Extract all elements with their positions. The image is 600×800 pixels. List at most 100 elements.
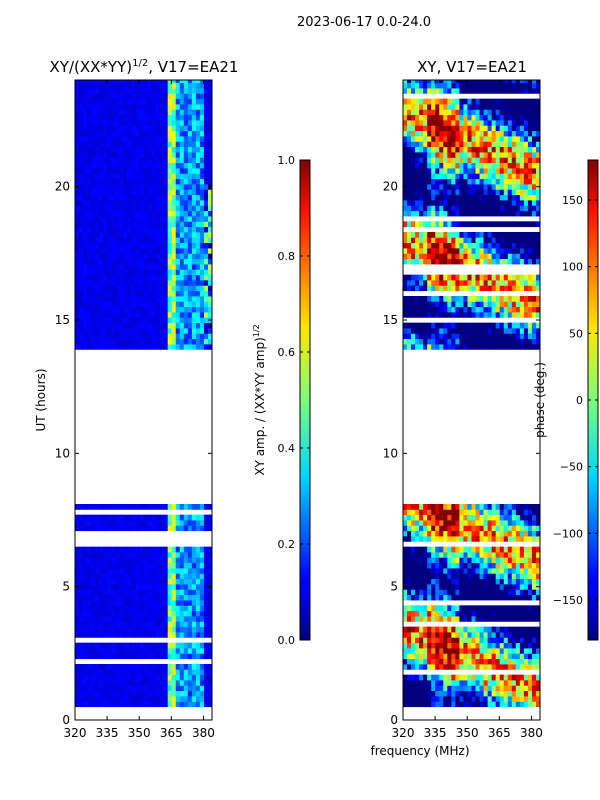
heatmap-cell bbox=[127, 82, 133, 89]
heatmap-cell bbox=[159, 312, 165, 318]
heatmap-cell bbox=[155, 546, 161, 553]
heatmap-cell bbox=[107, 194, 112, 201]
heatmap-cell bbox=[195, 701, 201, 708]
heatmap-cell bbox=[171, 600, 177, 606]
heatmap-cell bbox=[79, 701, 84, 708]
heatmap-cell bbox=[463, 530, 469, 537]
heatmap-cell bbox=[131, 626, 137, 633]
heatmap-cell bbox=[203, 264, 209, 270]
heatmap-cell bbox=[451, 333, 456, 340]
heatmap-cell bbox=[191, 546, 197, 553]
heatmap-cell bbox=[503, 610, 509, 617]
heatmap-cell bbox=[163, 546, 169, 553]
amplitude-panel: XY/(XX*YY)1/2, V17=EA21 320 335 350 365 380 … bbox=[34, 58, 238, 740]
heatmap-cell bbox=[431, 578, 436, 585]
heatmap-cell bbox=[519, 648, 525, 654]
heatmap-cell bbox=[519, 696, 525, 702]
heatmap-cell bbox=[175, 562, 181, 569]
heatmap-cell bbox=[527, 237, 533, 244]
heatmap-cell bbox=[131, 621, 137, 628]
heatmap-cell bbox=[431, 605, 436, 612]
heatmap-cell bbox=[147, 114, 153, 121]
heatmap-cell bbox=[163, 306, 169, 313]
heatmap-cell bbox=[439, 573, 444, 580]
heatmap-cell bbox=[435, 536, 440, 542]
heatmap-cell bbox=[455, 520, 461, 526]
heatmap-cell bbox=[191, 226, 197, 233]
heatmap-cell bbox=[431, 306, 436, 313]
heatmap-cell bbox=[183, 546, 189, 553]
heatmap-cell bbox=[147, 296, 153, 302]
heatmap-cell bbox=[495, 648, 501, 654]
heatmap-cell bbox=[483, 626, 489, 633]
heatmap-cell bbox=[115, 205, 120, 212]
heatmap-cell bbox=[435, 525, 440, 532]
heatmap-cell bbox=[187, 88, 193, 94]
heatmap-cell bbox=[79, 333, 84, 340]
heatmap-cell bbox=[207, 690, 212, 697]
heatmap-cell bbox=[491, 344, 497, 350]
heatmap-cell bbox=[179, 88, 185, 94]
heatmap-cell bbox=[91, 301, 96, 308]
heatmap-cell bbox=[487, 701, 493, 708]
heatmap-cell bbox=[167, 701, 173, 708]
heatmap-cell bbox=[183, 626, 189, 633]
heatmap-cell bbox=[151, 258, 157, 265]
heatmap-cell bbox=[159, 589, 165, 596]
heatmap-cell bbox=[535, 605, 540, 612]
heatmap-cell bbox=[127, 690, 133, 697]
heatmap-cell bbox=[119, 301, 124, 308]
heatmap-cell bbox=[139, 552, 145, 558]
colorbar-tick-label: 0.8 bbox=[278, 250, 296, 263]
heatmap-cell bbox=[515, 258, 521, 265]
heatmap-cell bbox=[171, 589, 177, 596]
heatmap-cell bbox=[519, 685, 525, 692]
heatmap-cell bbox=[403, 333, 408, 340]
heatmap-cell bbox=[151, 648, 157, 654]
heatmap-cell bbox=[451, 296, 456, 302]
heatmap-cell bbox=[175, 306, 181, 313]
heatmap-cell bbox=[159, 82, 165, 89]
heatmap-cell bbox=[91, 557, 96, 564]
heatmap-cell bbox=[459, 210, 465, 217]
heatmap-cell bbox=[171, 301, 177, 308]
heatmap-cell bbox=[523, 701, 529, 708]
heatmap-cell bbox=[111, 216, 116, 222]
heatmap-cell bbox=[99, 258, 104, 265]
heatmap-cell bbox=[171, 664, 177, 670]
heatmap-cell bbox=[207, 264, 212, 270]
heatmap-cell bbox=[531, 184, 537, 190]
heatmap-cell bbox=[99, 248, 104, 254]
heatmap-cell bbox=[487, 658, 493, 665]
heatmap-cell bbox=[163, 109, 169, 116]
heatmap-cell bbox=[515, 701, 521, 708]
heatmap-cell bbox=[163, 317, 169, 324]
heatmap-cell bbox=[91, 648, 96, 654]
heatmap-cell bbox=[403, 274, 408, 281]
heatmap-cell bbox=[427, 690, 432, 697]
heatmap-cell bbox=[511, 189, 517, 196]
heatmap-cell bbox=[79, 248, 84, 254]
heatmap-cell bbox=[407, 301, 412, 308]
heatmap-cell bbox=[87, 306, 92, 313]
heatmap-cell bbox=[487, 578, 493, 585]
heatmap-cell bbox=[111, 136, 116, 142]
heatmap-cell bbox=[463, 189, 469, 196]
heatmap-cell bbox=[419, 344, 424, 350]
heatmap-cell bbox=[191, 200, 197, 206]
heatmap-cell bbox=[179, 109, 185, 116]
heatmap-cell bbox=[507, 680, 513, 686]
heatmap-cell bbox=[131, 109, 137, 116]
heatmap-cell bbox=[415, 306, 420, 313]
heatmap-cell bbox=[491, 168, 497, 174]
heatmap-cell bbox=[75, 200, 80, 206]
heatmap-cell bbox=[419, 664, 424, 670]
heatmap-cell bbox=[119, 664, 124, 670]
heatmap-cell bbox=[427, 194, 432, 201]
heatmap-cell bbox=[475, 509, 481, 516]
heatmap-cell bbox=[107, 82, 112, 89]
heatmap-cell bbox=[443, 573, 448, 580]
heatmap-cell bbox=[131, 594, 137, 601]
heatmap-cell bbox=[183, 680, 189, 686]
heatmap-cell bbox=[443, 194, 448, 201]
